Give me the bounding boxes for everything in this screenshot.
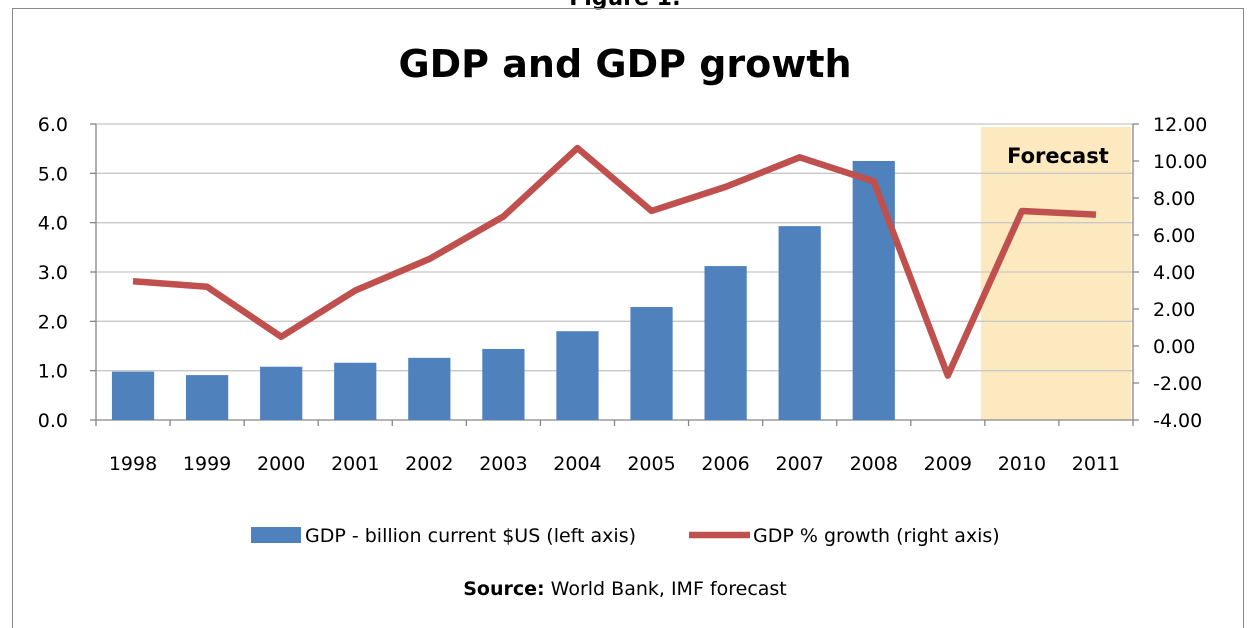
legend-swatch-gdp bbox=[251, 527, 301, 543]
source-text: World Bank, IMF forecast bbox=[545, 578, 787, 600]
right-tick-label: 12.00 bbox=[1153, 114, 1207, 136]
right-tick-label: 10.00 bbox=[1153, 151, 1207, 173]
forecast-region bbox=[980, 127, 1131, 420]
left-tick-label: 5.0 bbox=[38, 163, 68, 185]
gdp-bar bbox=[185, 375, 229, 420]
right-tick-label: 4.00 bbox=[1153, 262, 1195, 284]
x-tick-label: 2008 bbox=[850, 453, 898, 475]
forecast-label: Forecast bbox=[1007, 144, 1109, 168]
x-tick-label: 2010 bbox=[998, 453, 1046, 475]
chart-frame bbox=[12, 8, 1244, 628]
right-tick-label: -2.00 bbox=[1153, 373, 1202, 395]
gdp-bar bbox=[334, 362, 377, 420]
source-note: Source: World Bank, IMF forecast bbox=[463, 578, 787, 600]
left-tick-label: 3.0 bbox=[38, 262, 68, 284]
gdp-bar bbox=[260, 366, 303, 420]
source-label: Source: bbox=[463, 578, 544, 600]
x-tick-label: 2011 bbox=[1072, 453, 1120, 475]
left-tick-label: 0.0 bbox=[38, 410, 68, 432]
x-tick-label: 1999 bbox=[183, 453, 231, 475]
gdp-bar bbox=[556, 331, 599, 420]
left-tick-label: 1.0 bbox=[38, 361, 68, 383]
x-tick-label: 2009 bbox=[924, 453, 972, 475]
x-tick-label: 2001 bbox=[331, 453, 379, 475]
legend-label-growth: GDP % growth (right axis) bbox=[753, 525, 1000, 547]
legend-label-gdp: GDP - billion current $US (left axis) bbox=[305, 525, 636, 547]
x-tick-label: 2007 bbox=[775, 453, 823, 475]
right-tick-label: -4.00 bbox=[1153, 410, 1202, 432]
left-tick-label: 6.0 bbox=[38, 114, 68, 136]
gdp-bar bbox=[852, 161, 895, 420]
right-tick-label: 0.00 bbox=[1153, 336, 1195, 358]
left-tick-label: 2.0 bbox=[38, 311, 68, 333]
gdp-growth-line bbox=[132, 144, 1097, 379]
x-tick-label: 2003 bbox=[479, 453, 527, 475]
x-tick-label: 2002 bbox=[405, 453, 453, 475]
x-tick-label: 2006 bbox=[701, 453, 749, 475]
x-tick-label: 2004 bbox=[553, 453, 601, 475]
chart-title: GDP and GDP growth bbox=[398, 42, 851, 86]
right-tick-label: 6.00 bbox=[1153, 225, 1195, 247]
x-tick-label: 2000 bbox=[257, 453, 305, 475]
gdp-bar bbox=[704, 266, 747, 420]
x-tick-label: 2005 bbox=[627, 453, 675, 475]
left-tick-label: 4.0 bbox=[38, 213, 68, 235]
right-tick-label: 2.00 bbox=[1153, 299, 1195, 321]
gdp-bar bbox=[630, 307, 673, 420]
gdp-bar bbox=[408, 357, 451, 420]
x-tick-label: 1998 bbox=[109, 453, 157, 475]
right-tick-label: 8.00 bbox=[1153, 188, 1195, 210]
gdp-bar bbox=[482, 348, 525, 420]
gdp-bar bbox=[111, 371, 155, 420]
figure-caption: Figure 1: bbox=[0, 0, 1250, 11]
gdp-bar bbox=[778, 226, 821, 420]
